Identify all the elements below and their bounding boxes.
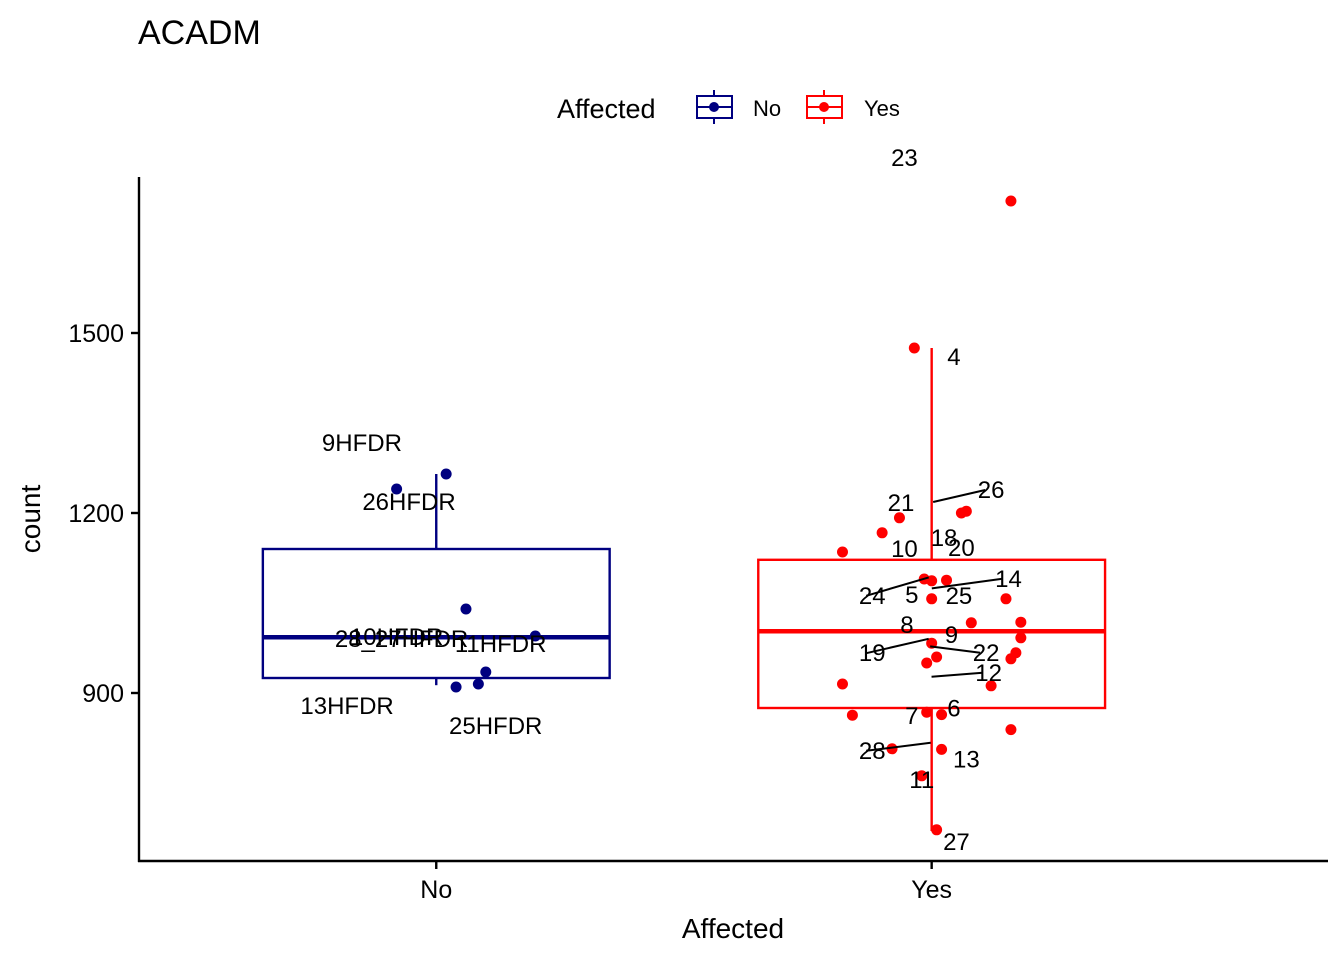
yes-label-leader bbox=[866, 741, 931, 752]
x-tick-label: No bbox=[420, 876, 452, 904]
yes-data-point bbox=[1005, 195, 1017, 207]
yes-label-leader bbox=[931, 671, 983, 678]
yes-point-label: 7 bbox=[905, 703, 918, 730]
legend: Affected No Yes bbox=[557, 90, 900, 124]
no-point-label: 28_27HFDR bbox=[335, 626, 468, 653]
no-box bbox=[261, 547, 611, 680]
y-tick-label: 1200 bbox=[68, 500, 124, 528]
yes-label-leader bbox=[931, 577, 1003, 590]
yes-point-label: 18 bbox=[931, 525, 958, 552]
yes-point-label: 10 bbox=[891, 536, 918, 563]
yes-point-label: 20 bbox=[948, 535, 975, 562]
yes-point-label: 23 bbox=[891, 145, 918, 172]
yes-data-point bbox=[926, 593, 938, 605]
no-point-label: 11HFDR bbox=[455, 631, 547, 658]
yes-data-point bbox=[1015, 616, 1027, 628]
yes-data-point bbox=[836, 678, 848, 690]
yes-data-point bbox=[916, 770, 928, 782]
yes-point-label: 9 bbox=[945, 622, 958, 649]
yes-data-point bbox=[886, 743, 898, 755]
yes-data-point bbox=[965, 617, 977, 629]
yes-box bbox=[757, 558, 1107, 710]
yes-data-point bbox=[1005, 724, 1017, 736]
yes-data-point bbox=[941, 574, 953, 586]
no-data-point bbox=[440, 468, 452, 480]
legend-label-yes: Yes bbox=[864, 96, 900, 121]
legend-label-no: No bbox=[753, 96, 781, 121]
yes-data-point bbox=[1000, 593, 1012, 605]
yes-label-leader bbox=[865, 576, 929, 597]
yes-point-label: 11 bbox=[909, 767, 934, 794]
yes-data-point bbox=[955, 507, 967, 519]
yes-data-point bbox=[893, 512, 905, 524]
yes-point-label: 4 bbox=[947, 344, 960, 371]
y-tick-label: 900 bbox=[82, 680, 124, 708]
no-point-label: 26HFDR bbox=[362, 489, 455, 516]
yes-point-label: 19 bbox=[859, 640, 886, 667]
yes-data-point bbox=[1005, 653, 1017, 665]
yes-label-leader bbox=[930, 645, 981, 654]
chart-title: ACADM bbox=[138, 14, 261, 52]
yes-point-label: 13 bbox=[953, 746, 980, 773]
yes-label-leader bbox=[865, 637, 929, 655]
yes-data-point bbox=[936, 743, 948, 755]
yes-data-point bbox=[908, 342, 920, 354]
yes-point-label: 12 bbox=[975, 660, 1002, 687]
yes-data-point bbox=[1015, 632, 1027, 644]
legend-title: Affected bbox=[557, 94, 656, 124]
no-point-label: 25HFDR bbox=[449, 713, 542, 740]
no-point-label: 9HFDR bbox=[322, 430, 402, 457]
no-point-label: 10HFDR bbox=[350, 624, 443, 651]
x-tick-label: Yes bbox=[911, 876, 952, 904]
plot-area: 26HFDR 9HFDR 10HFDR 11HFDR 13HFDR 25HFDR 28_27… bbox=[261, 145, 1107, 856]
yes-point-label: 27 bbox=[943, 829, 970, 856]
yes-data-point bbox=[931, 651, 943, 663]
yes-point-label: 6 bbox=[947, 696, 960, 723]
yes-data-point bbox=[985, 680, 997, 692]
yes-data-point bbox=[936, 709, 948, 721]
no-data-point bbox=[460, 603, 472, 615]
yes-data-point bbox=[926, 575, 938, 587]
yes-point-label: 22 bbox=[973, 640, 1000, 667]
no-data-point bbox=[480, 666, 492, 678]
no-data-point bbox=[472, 678, 484, 690]
legend-key-no bbox=[696, 90, 733, 124]
no-data-point bbox=[529, 630, 541, 642]
yes-point-label: 26 bbox=[978, 477, 1005, 504]
x-axis-title: Affected bbox=[682, 913, 784, 944]
yes-data-point bbox=[846, 709, 858, 721]
legend-key-yes bbox=[806, 90, 843, 124]
y-tick-label: 1500 bbox=[68, 320, 124, 348]
yes-point-label: 21 bbox=[888, 490, 915, 517]
yes-data-point bbox=[876, 527, 888, 539]
yes-point-label: 24 bbox=[859, 583, 886, 610]
yes-data-point bbox=[921, 706, 933, 718]
y-axis-title: count bbox=[15, 485, 46, 554]
yes-point-label: 28 bbox=[859, 738, 886, 765]
axis-ticks: 900 1200 1500 No Yes bbox=[68, 320, 952, 904]
no-data-point bbox=[450, 681, 462, 693]
yes-data-point bbox=[836, 546, 848, 558]
no-point-label: 13HFDR bbox=[300, 693, 393, 720]
yes-point-label: 25 bbox=[946, 583, 973, 610]
yes-label-leader bbox=[932, 489, 986, 503]
yes-point-label: 14 bbox=[995, 566, 1022, 593]
yes-data-point bbox=[931, 824, 943, 836]
yes-point-label: 8 bbox=[900, 612, 913, 639]
yes-point-label: 5 bbox=[905, 582, 918, 609]
yes-data-point bbox=[921, 657, 933, 669]
no-data-point bbox=[391, 483, 403, 495]
